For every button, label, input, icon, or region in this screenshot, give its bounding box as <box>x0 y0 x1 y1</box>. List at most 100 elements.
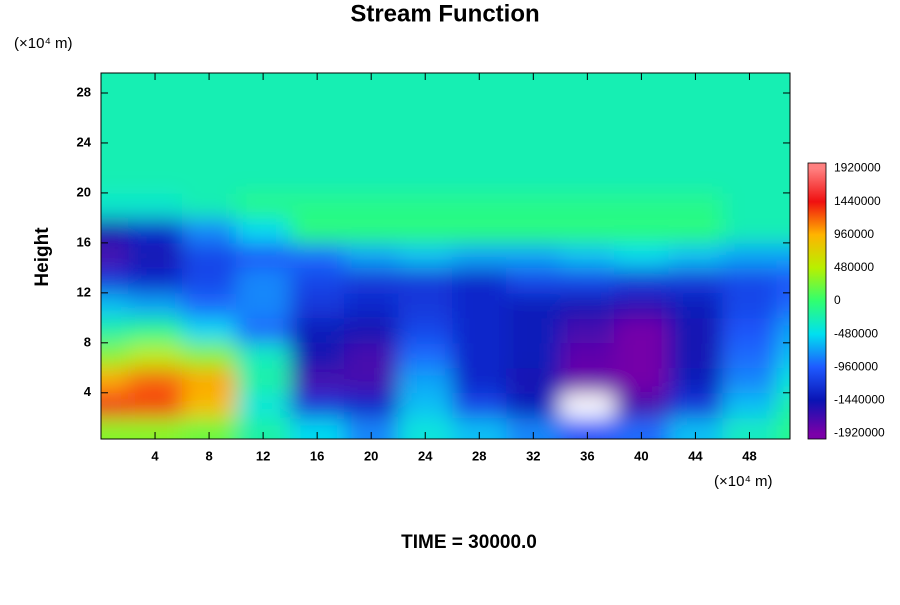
field-cell <box>776 167 790 194</box>
field-cell <box>344 167 399 194</box>
field-cell <box>236 292 291 319</box>
x-tick-label: 4 <box>151 448 159 463</box>
field-cell <box>236 242 291 269</box>
field-cell <box>668 317 723 344</box>
field-cell <box>614 292 669 319</box>
colorbar-label: 1440000 <box>834 194 881 208</box>
field-cell <box>236 117 291 144</box>
field-cell <box>560 167 615 194</box>
field-cell <box>398 217 453 244</box>
colorbar-label: 960000 <box>834 227 874 241</box>
field-cell <box>128 73 183 94</box>
field-cell <box>614 417 669 439</box>
field-cell <box>344 367 399 394</box>
field-cell <box>398 242 453 269</box>
plot-frame <box>100 72 791 440</box>
field-cell <box>722 242 777 269</box>
field-cell <box>398 92 453 119</box>
field-cell <box>290 167 345 194</box>
field-cell <box>101 217 129 244</box>
field-cell <box>182 367 237 394</box>
field-cell <box>182 73 237 94</box>
field-cell <box>128 342 183 369</box>
field-cell <box>668 392 723 419</box>
field-cell <box>290 417 345 439</box>
field-cell <box>722 73 777 94</box>
field-cell <box>668 192 723 219</box>
field-cell <box>560 392 615 419</box>
field-cell <box>668 92 723 119</box>
field-cell <box>614 117 669 144</box>
field-cell <box>506 142 561 169</box>
field-cell <box>101 292 129 319</box>
field-cell <box>776 217 790 244</box>
field-cell <box>128 392 183 419</box>
field-cell <box>344 342 399 369</box>
field-cell <box>452 317 507 344</box>
x-tick-label: 28 <box>472 448 486 463</box>
field-cell <box>398 392 453 419</box>
field-cell <box>668 417 723 439</box>
field-cell <box>614 267 669 294</box>
field-cell <box>614 217 669 244</box>
colorbar-label: -960000 <box>834 359 878 373</box>
field-cell <box>452 217 507 244</box>
field-cell <box>776 92 790 119</box>
y-unit: (×10⁴ m) <box>14 35 73 52</box>
field-cell <box>452 117 507 144</box>
field-cell <box>101 417 129 439</box>
field-cell <box>722 117 777 144</box>
y-tick-label: 28 <box>77 84 91 99</box>
field-cell <box>128 317 183 344</box>
field-cell <box>668 367 723 394</box>
field-cell <box>452 192 507 219</box>
field-cell <box>614 392 669 419</box>
field-cell <box>101 117 129 144</box>
field-cell <box>614 342 669 369</box>
field-cell <box>236 217 291 244</box>
field-cell <box>506 167 561 194</box>
field-cell <box>452 267 507 294</box>
field-cell <box>128 267 183 294</box>
field-cell <box>128 367 183 394</box>
field-cell <box>236 142 291 169</box>
field-cell <box>776 317 790 344</box>
field-cell <box>668 342 723 369</box>
field-cell <box>290 192 345 219</box>
field-cell <box>182 167 237 194</box>
field-cell <box>344 317 399 344</box>
field-cell <box>560 317 615 344</box>
colorbar <box>807 162 827 440</box>
field-cell <box>722 392 777 419</box>
y-tick-label: 8 <box>84 334 91 349</box>
field-cell <box>398 342 453 369</box>
field-cell <box>776 142 790 169</box>
field-cell <box>776 117 790 144</box>
field-cell <box>452 92 507 119</box>
colorbar-label: -480000 <box>834 326 878 340</box>
field-cell <box>398 367 453 394</box>
field-cell <box>668 217 723 244</box>
field-cell <box>722 167 777 194</box>
axes: 4 8 12 16 20 24 28 32 36 40 44 48481216202428-19200… <box>77 73 885 463</box>
x-tick-label: 40 <box>634 448 648 463</box>
x-tick-label: 48 <box>742 448 756 463</box>
field-cell <box>398 292 453 319</box>
field-cell <box>290 367 345 394</box>
field-cell <box>506 367 561 394</box>
field-cell <box>290 92 345 119</box>
field-cell <box>101 92 129 119</box>
field-cell <box>101 142 129 169</box>
field-cell <box>128 417 183 439</box>
field-cell <box>182 267 237 294</box>
field-cell <box>101 392 129 419</box>
field-cell <box>128 92 183 119</box>
field-cell <box>290 73 345 94</box>
field-cell <box>101 267 129 294</box>
field-cell <box>614 192 669 219</box>
field-cell <box>722 342 777 369</box>
field-cell <box>668 117 723 144</box>
field-cell <box>182 342 237 369</box>
